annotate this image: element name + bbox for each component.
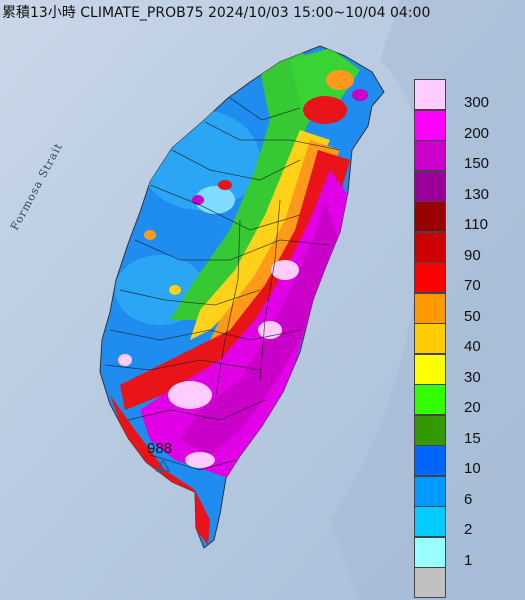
legend-item: 20 — [414, 384, 504, 416]
legend-item: 150 — [414, 140, 504, 172]
legend-swatch — [414, 536, 446, 568]
legend-swatch — [414, 475, 446, 507]
legend-item: 40 — [414, 323, 504, 355]
legend-swatch — [414, 384, 446, 415]
legend-swatch — [414, 140, 446, 171]
legend-item: 300 — [414, 79, 504, 111]
legend-label: 1 — [464, 551, 473, 569]
county-boundaries — [104, 97, 341, 471]
legend-label: 2 — [464, 521, 473, 538]
legend-swatch — [414, 170, 446, 202]
legend-swatch — [414, 79, 446, 110]
legend-swatch — [414, 292, 446, 324]
legend-item: 30 — [414, 353, 504, 386]
legend-label: 40 — [464, 338, 481, 355]
legend-item: 110 — [414, 201, 504, 233]
max-station-marker — [155, 458, 171, 472]
legend-item: 90 — [414, 231, 504, 264]
legend-item — [414, 567, 504, 598]
legend-swatch — [414, 323, 446, 354]
legend-label: 50 — [464, 307, 481, 325]
legend-label: 10 — [464, 460, 481, 477]
map-title: 累積13小時 CLIMATE_PROB75 2024/10/03 15:00~1… — [2, 5, 431, 21]
legend-item: 70 — [414, 262, 504, 294]
legend-swatch — [414, 231, 446, 263]
legend-swatch — [414, 353, 446, 385]
legend-label: 15 — [464, 429, 481, 447]
legend-item: 15 — [414, 414, 504, 447]
legend-label: 90 — [464, 246, 481, 264]
legend-label: 300 — [464, 94, 490, 111]
legend-item: 130 — [414, 170, 504, 203]
legend-label: 30 — [464, 368, 481, 386]
legend-item: 6 — [414, 475, 504, 508]
legend-swatch — [414, 506, 446, 537]
legend-label: 200 — [464, 124, 490, 142]
legend-swatch — [414, 109, 446, 141]
legend-label: 110 — [464, 216, 488, 233]
legend-item: 2 — [414, 506, 504, 538]
legend-item: 50 — [414, 292, 504, 325]
green-band — [170, 50, 330, 320]
legend-label: 70 — [464, 277, 481, 294]
legend-label: 20 — [464, 399, 481, 416]
legend-swatch — [414, 445, 446, 476]
color-legend: 300 200 150 130 110 90 70 50 40 30 20 15 10 6 2 1 — [414, 79, 504, 598]
legend-label: 130 — [464, 185, 490, 203]
legend-item: 200 — [414, 109, 504, 142]
legend-swatch — [414, 201, 446, 232]
legend-swatch — [414, 414, 446, 446]
max-value-label: 988 — [147, 440, 173, 457]
legend-label: 6 — [464, 490, 473, 508]
legend-swatch — [414, 567, 446, 598]
legend-swatch — [414, 262, 446, 293]
legend-label: 150 — [464, 155, 490, 172]
legend-item: 10 — [414, 445, 504, 477]
legend-item: 1 — [414, 536, 504, 569]
